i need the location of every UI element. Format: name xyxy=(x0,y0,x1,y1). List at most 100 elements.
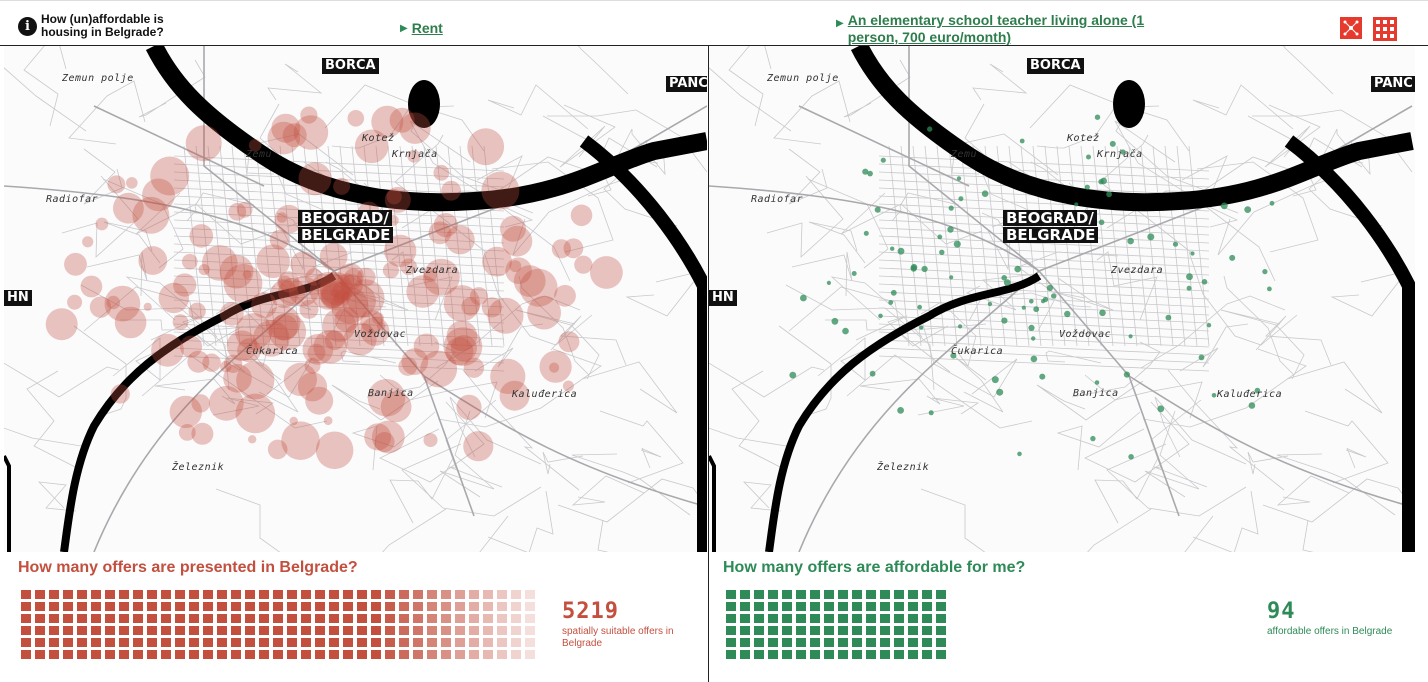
waffle-cell xyxy=(301,590,311,599)
affordable-dot xyxy=(1064,310,1071,318)
waffle-cell xyxy=(175,626,185,635)
waffle-cell xyxy=(866,650,876,659)
offer-bubble xyxy=(191,394,210,413)
affordable-dot xyxy=(1094,380,1100,385)
waffle-cell xyxy=(455,614,465,623)
affordable-dot xyxy=(958,324,963,329)
offer-bubble xyxy=(481,297,502,318)
waffle-cell xyxy=(287,650,297,659)
affordable-dot xyxy=(1099,309,1106,317)
affordable-dot xyxy=(1127,237,1134,245)
affordable-dot xyxy=(1120,149,1126,155)
waffle-cell xyxy=(455,590,465,599)
offer-bubble xyxy=(278,278,306,306)
logo-icon[interactable] xyxy=(1373,17,1397,41)
waffle-cell xyxy=(511,626,521,635)
offer-bubble xyxy=(173,273,197,297)
offer-bubble xyxy=(406,275,440,308)
waffle-cell xyxy=(371,590,381,599)
affordable-dot xyxy=(1147,233,1155,241)
affordable-dot xyxy=(1128,334,1133,339)
affordable-dot xyxy=(948,205,954,211)
waffle-cell xyxy=(21,650,31,659)
waffle-cell xyxy=(49,626,59,635)
waffle-cell xyxy=(511,602,521,611)
waffle-cell xyxy=(203,638,213,647)
offer-bubble xyxy=(251,292,278,319)
offer-bubble xyxy=(271,314,298,341)
affordable-count-label: affordable offers in Belgrade xyxy=(1267,626,1393,637)
waffle-cell xyxy=(273,638,283,647)
waffle-cell xyxy=(810,638,820,647)
waffle-cell xyxy=(726,590,736,599)
waffle-cell xyxy=(796,626,806,635)
waffle-cell xyxy=(175,614,185,623)
offer-bubble xyxy=(420,350,458,388)
waffle-cell xyxy=(838,650,848,659)
waffle-cell xyxy=(497,602,507,611)
waffle-cell xyxy=(21,626,31,635)
offer-bubble xyxy=(386,189,402,205)
affordable-dot xyxy=(874,206,881,213)
offer-bubble xyxy=(138,246,168,275)
waffle-cell xyxy=(399,626,409,635)
waffle-cell xyxy=(385,614,395,623)
play-icon: ▶ xyxy=(400,22,408,34)
waffle-cell xyxy=(824,602,834,611)
waffle-cell xyxy=(161,650,171,659)
waffle-cell xyxy=(231,602,241,611)
share-icon[interactable] xyxy=(1340,17,1362,39)
waffle-cell xyxy=(133,590,143,599)
offer-bubble xyxy=(509,260,522,273)
affordable-dot xyxy=(869,370,876,377)
offer-bubble xyxy=(400,258,418,276)
waffle-cell xyxy=(824,626,834,635)
rent-link[interactable]: Rent xyxy=(411,20,443,36)
offer-bubble xyxy=(413,333,440,360)
waffle-cell xyxy=(838,590,848,599)
waffle-cell xyxy=(497,590,507,599)
waffle-cell xyxy=(343,650,353,659)
waffle-cell xyxy=(203,626,213,635)
waffle-cell xyxy=(866,602,876,611)
offer-bubble xyxy=(223,354,243,373)
offer-bubble xyxy=(110,384,130,404)
profile-link[interactable]: An elementary school teacher living alon… xyxy=(847,12,1145,45)
waffle-cell xyxy=(105,626,115,635)
waffle-cell xyxy=(740,650,750,659)
offer-bubble xyxy=(563,238,584,259)
waffle-cell xyxy=(147,590,157,599)
waffle-cell xyxy=(455,626,465,635)
waffle-cell xyxy=(441,614,451,623)
waffle-cell xyxy=(852,638,862,647)
waffle-cell xyxy=(189,650,199,659)
waffle-cell xyxy=(133,638,143,647)
place-vozdovac: Voždovac xyxy=(1059,329,1112,340)
waffle-cell xyxy=(922,590,932,599)
affordable-dot xyxy=(1031,336,1036,341)
label-beograd: BEOGRAD/ xyxy=(1003,210,1097,226)
waffle-cell xyxy=(119,590,129,599)
waffle-cell xyxy=(343,590,353,599)
offers-map[interactable]: BORČA PANČ HN BEOGRAD/ BELGRADE Zemun po… xyxy=(4,46,707,552)
affordable-dot xyxy=(928,410,934,416)
offer-bubble xyxy=(290,251,317,278)
offer-bubble xyxy=(399,112,431,144)
waffle-cell xyxy=(35,650,45,659)
profile-selector[interactable]: ▶ An elementary school teacher living al… xyxy=(836,12,1178,46)
waffle-cell xyxy=(63,614,73,623)
waffle-cell xyxy=(936,638,946,647)
offer-bubble xyxy=(343,322,377,356)
waffle-cell xyxy=(413,602,423,611)
affordable-dot xyxy=(1123,371,1130,378)
waffle-cell xyxy=(413,638,423,647)
offer-bubble xyxy=(341,291,351,301)
waffle-cell xyxy=(301,614,311,623)
top-bar: i How (un)affordable is housing in Belgr… xyxy=(0,0,1428,46)
affordable-map[interactable]: BORČA PANČ HN BEOGRAD/ BELGRADE Zemun po… xyxy=(709,46,1415,552)
offer-bubble xyxy=(376,321,386,331)
info-icon[interactable]: i xyxy=(18,16,37,36)
waffle-cell xyxy=(21,590,31,599)
rent-selector[interactable]: ▶ Rent xyxy=(400,20,443,36)
waffle-cell xyxy=(427,638,437,647)
